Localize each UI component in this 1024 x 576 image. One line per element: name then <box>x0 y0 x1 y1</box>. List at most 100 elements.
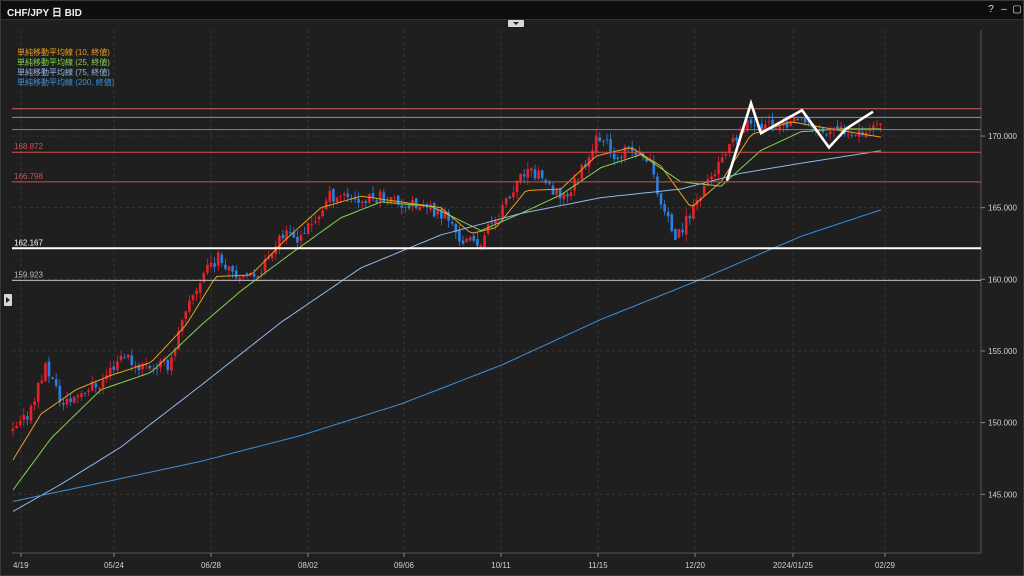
candle-up <box>263 259 267 272</box>
candle-up <box>209 262 213 267</box>
candle-down <box>540 170 544 179</box>
candle-up <box>515 180 519 193</box>
moving-average-line-2 <box>12 128 881 491</box>
candle-down <box>490 222 494 224</box>
candle-down <box>551 185 555 195</box>
candle-down <box>458 230 461 242</box>
candle-up <box>270 254 274 259</box>
candle-up <box>519 173 522 183</box>
candle-down <box>609 139 612 152</box>
candle-down <box>796 118 800 121</box>
candle-down <box>47 361 51 377</box>
drawn-pattern-line <box>725 98 874 181</box>
candle-down <box>659 193 663 205</box>
horizontal-level-label: 162.167 <box>14 238 43 247</box>
horizontal-level-label: 168.872 <box>14 142 43 151</box>
candle-up <box>504 198 508 205</box>
candle-up <box>119 355 123 361</box>
x-tick-label: 11/15 <box>588 561 608 570</box>
candle-down <box>364 201 368 203</box>
candle-down <box>303 233 306 234</box>
candle-up <box>562 193 566 200</box>
candle-up <box>720 157 724 163</box>
candle-up <box>11 428 15 431</box>
candle-up <box>314 221 317 223</box>
help-button[interactable]: ? <box>988 4 994 15</box>
x-tick-label: 09/06 <box>394 561 415 570</box>
candle-down <box>620 157 623 158</box>
candle-up <box>278 236 281 248</box>
candle-up <box>368 194 371 203</box>
candle-down <box>566 194 569 197</box>
candle-up <box>44 363 47 382</box>
candle-down <box>674 229 677 240</box>
candle-up <box>868 130 872 132</box>
candle-up <box>134 365 137 367</box>
candle-up <box>90 381 94 391</box>
candle-up <box>879 123 882 126</box>
candle-up <box>360 201 364 204</box>
candle-up <box>98 387 101 389</box>
candle-up <box>710 176 713 180</box>
candle-up <box>746 120 749 131</box>
candle-up <box>494 220 497 225</box>
candle-up <box>555 189 558 195</box>
candle-down <box>850 134 854 136</box>
candle-up <box>731 137 735 143</box>
candle-up <box>285 230 288 240</box>
candle-down <box>688 216 692 219</box>
candle-down <box>440 209 443 219</box>
candle-up <box>684 215 688 235</box>
candle-up <box>299 235 303 241</box>
candle-down <box>58 385 62 403</box>
candle-up <box>191 295 195 301</box>
maximize-button[interactable]: ▢ <box>1012 4 1022 15</box>
candle-down <box>296 236 299 243</box>
x-tick-label: 08/02 <box>298 561 319 570</box>
collapse-toggle[interactable] <box>508 20 524 27</box>
chevron-right-icon <box>6 297 10 303</box>
candle-down <box>735 137 738 141</box>
candle-up <box>198 283 202 293</box>
candle-up <box>335 197 339 202</box>
candle-up <box>342 193 346 196</box>
candle-up <box>875 123 879 125</box>
moving-average-line-4 <box>12 209 882 502</box>
candle-up <box>443 210 447 219</box>
candle-down <box>803 117 807 123</box>
candle-up <box>227 266 231 271</box>
candle-up <box>184 311 188 319</box>
candle-down <box>400 205 404 208</box>
side-panel-handle[interactable] <box>4 294 12 306</box>
candle-up <box>116 361 119 370</box>
candle-up <box>195 290 198 295</box>
minimize-button[interactable]: – <box>1001 4 1007 15</box>
candle-up <box>29 405 33 421</box>
candle-down <box>447 212 450 221</box>
candle-up <box>101 379 105 388</box>
candle-down <box>627 146 630 148</box>
candle-up <box>717 162 720 175</box>
candle-down <box>476 239 479 246</box>
candle-up <box>479 245 483 248</box>
candle-up <box>774 127 778 129</box>
candle-down <box>83 392 87 394</box>
candle-up <box>321 210 324 217</box>
candle-up <box>202 273 206 283</box>
candle-up <box>238 277 242 280</box>
x-tick-label: 05/24 <box>104 561 125 570</box>
candle-down <box>288 232 292 233</box>
candle-up <box>159 360 162 368</box>
candle-down <box>771 119 774 129</box>
candle-up <box>569 192 573 197</box>
title-bar[interactable]: CHF/JPY 日 BID ? – ▢ <box>1 1 1023 20</box>
candle-down <box>155 368 159 370</box>
candle-up <box>206 264 209 273</box>
candle-up <box>792 117 796 122</box>
candle-down <box>123 357 126 359</box>
x-tick-label: 02/29 <box>875 561 896 570</box>
candle-up <box>126 354 130 358</box>
candle-down <box>558 188 562 199</box>
candlesticks <box>11 112 882 437</box>
